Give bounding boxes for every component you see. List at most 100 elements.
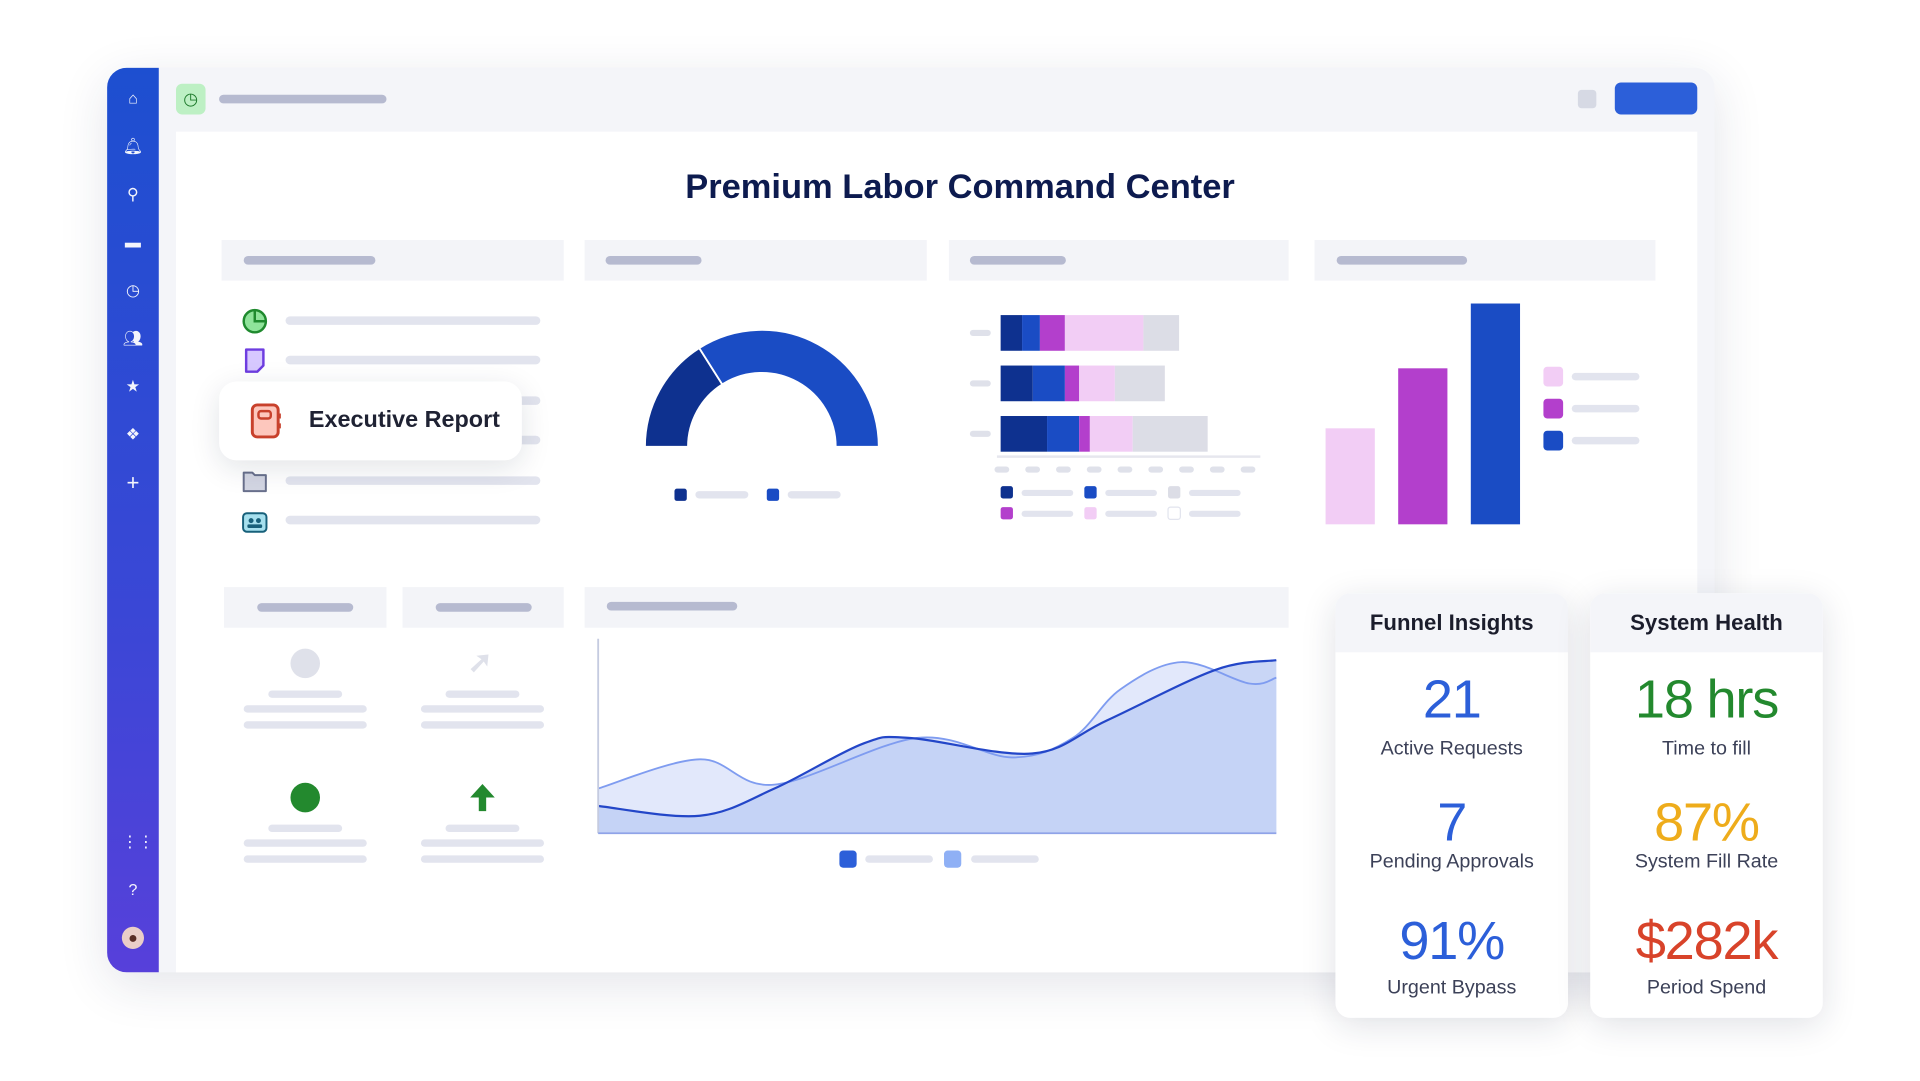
clock-icon[interactable]: ◷ bbox=[125, 280, 140, 300]
legend-label-placeholder bbox=[1571, 404, 1640, 413]
stacked-bar-segment bbox=[1089, 416, 1133, 452]
pie-icon bbox=[242, 308, 268, 334]
card-header-list bbox=[221, 240, 564, 281]
arrow-up-green-icon bbox=[470, 784, 495, 812]
stacked-bar-segment bbox=[1047, 416, 1080, 452]
tick-placeholder bbox=[1209, 466, 1225, 473]
legend-swatch bbox=[944, 850, 962, 868]
card-header-gauge bbox=[584, 240, 927, 281]
area-chart bbox=[597, 638, 1277, 835]
metric-label: System Fill Rate bbox=[1634, 851, 1779, 873]
bell-icon[interactable]: 🔔︎ bbox=[122, 136, 144, 156]
card-header-stat1 bbox=[224, 587, 387, 628]
gauge-segment bbox=[697, 328, 880, 448]
stacked-bar-segment bbox=[1114, 365, 1165, 402]
executive-report-popup[interactable]: Executive Report bbox=[219, 381, 522, 461]
metric-label: Urgent Bypass bbox=[1387, 977, 1517, 999]
legend-swatch bbox=[1084, 507, 1097, 520]
stacked-bar-segment bbox=[1132, 416, 1208, 452]
list-item-placeholder bbox=[285, 515, 541, 525]
breadcrumb-placeholder bbox=[219, 94, 387, 104]
stacked-bar-segment bbox=[1079, 365, 1115, 402]
legend-swatch bbox=[766, 488, 780, 501]
metric-value: 18 hrs bbox=[1634, 669, 1779, 730]
grid-icon[interactable]: ⋮⋮ bbox=[121, 832, 154, 851]
search-icon[interactable]: ⚲ bbox=[127, 184, 139, 204]
metric-value: $282k bbox=[1635, 910, 1779, 972]
legend-label-placeholder bbox=[1105, 510, 1157, 517]
legend-swatch bbox=[1084, 486, 1097, 499]
users-icon[interactable]: 👥︎ bbox=[122, 328, 144, 348]
stacked-bar-segment bbox=[1022, 315, 1040, 351]
primary-action-button[interactable] bbox=[1614, 82, 1698, 115]
modules-icon[interactable]: ❖ bbox=[125, 424, 141, 444]
tick-placeholder bbox=[1117, 466, 1133, 473]
tick-placeholder bbox=[1025, 466, 1041, 473]
stacked-bar-segment bbox=[1000, 416, 1048, 452]
sidebar: ⌂ 🔔︎ ⚲ ▬ ◷ 👥︎ ★ ❖ + ⋮⋮ ? ● bbox=[107, 67, 159, 973]
gauge-chart bbox=[644, 328, 880, 448]
help-icon[interactable]: ? bbox=[128, 880, 138, 899]
area-line-back bbox=[597, 661, 1277, 790]
stacked-bar-segment bbox=[1032, 365, 1065, 402]
arrow-up-right-icon: ➚ bbox=[467, 646, 493, 680]
metric-value: 87% bbox=[1654, 792, 1760, 853]
card-header-stat2 bbox=[402, 587, 564, 628]
avatar-icon[interactable]: ● bbox=[121, 926, 145, 949]
stacked-bar-segment bbox=[1143, 315, 1180, 351]
metric-label: Pending Approvals bbox=[1369, 851, 1534, 873]
legend-label-placeholder bbox=[1021, 489, 1074, 497]
funnel-insights-card: Funnel Insights 21 Active Requests 7 Pendin… bbox=[1335, 593, 1569, 1018]
row-label-placeholder bbox=[969, 329, 991, 337]
row-label-placeholder bbox=[969, 380, 991, 387]
note-icon bbox=[244, 348, 265, 373]
area-series-front bbox=[598, 660, 1277, 834]
tick-placeholder bbox=[1056, 466, 1071, 473]
page-title: Premium Labor Command Center bbox=[685, 167, 1235, 206]
legend-label-placeholder bbox=[1188, 510, 1241, 517]
stacked-bar-segment bbox=[1000, 315, 1023, 351]
metric-label: Period Spend bbox=[1646, 977, 1767, 999]
card-header-area bbox=[584, 587, 1289, 628]
executive-report-label: Executive Report bbox=[308, 407, 500, 434]
bar bbox=[1470, 303, 1521, 525]
legend-swatch bbox=[1000, 486, 1013, 499]
list-item-placeholder bbox=[285, 316, 541, 325]
card-title: System Health bbox=[1590, 593, 1823, 653]
notebook-icon bbox=[250, 403, 281, 439]
folder-icon bbox=[242, 471, 267, 493]
area-line-front bbox=[598, 659, 1277, 818]
legend-label-placeholder bbox=[1188, 489, 1241, 497]
folder-icon[interactable]: ▬ bbox=[124, 232, 141, 252]
list-item-placeholder bbox=[285, 355, 541, 365]
metric-label: Time to fill bbox=[1662, 738, 1752, 760]
legend-label-placeholder bbox=[1571, 372, 1640, 381]
toolbar-icon-button[interactable] bbox=[1577, 89, 1597, 109]
metric-label: Active Requests bbox=[1380, 738, 1523, 760]
tick-placeholder bbox=[1240, 466, 1256, 473]
stacked-bar-segment bbox=[1000, 365, 1033, 402]
legend-label-placeholder bbox=[695, 491, 749, 499]
star-icon[interactable]: ★ bbox=[125, 376, 141, 396]
plus-icon[interactable]: + bbox=[126, 470, 140, 495]
metric-value: 91% bbox=[1399, 910, 1505, 972]
team-folder-icon bbox=[242, 512, 268, 533]
legend-swatch bbox=[1543, 398, 1564, 419]
home-icon[interactable]: ⌂ bbox=[128, 88, 138, 108]
legend-label-placeholder bbox=[1571, 436, 1640, 445]
legend-swatch bbox=[1543, 430, 1564, 451]
stacked-bar-segment bbox=[1064, 365, 1080, 402]
card-header-bars bbox=[1314, 240, 1656, 281]
legend-swatch bbox=[839, 850, 857, 868]
system-health-card: System Health 18 hrs Time to fill 87% Syste… bbox=[1590, 593, 1823, 1018]
legend-swatch bbox=[674, 488, 687, 501]
status-dot-icon bbox=[290, 648, 321, 679]
legend-swatch bbox=[1000, 507, 1013, 520]
stacked-bar-chart bbox=[969, 315, 1261, 521]
legend-swatch bbox=[1167, 506, 1181, 521]
list-item-placeholder bbox=[285, 476, 541, 485]
legend-label-placeholder bbox=[1105, 489, 1157, 497]
bar-chart bbox=[1325, 303, 1640, 525]
legend-label-placeholder bbox=[1021, 510, 1074, 517]
card-header-stacked bbox=[948, 240, 1289, 281]
